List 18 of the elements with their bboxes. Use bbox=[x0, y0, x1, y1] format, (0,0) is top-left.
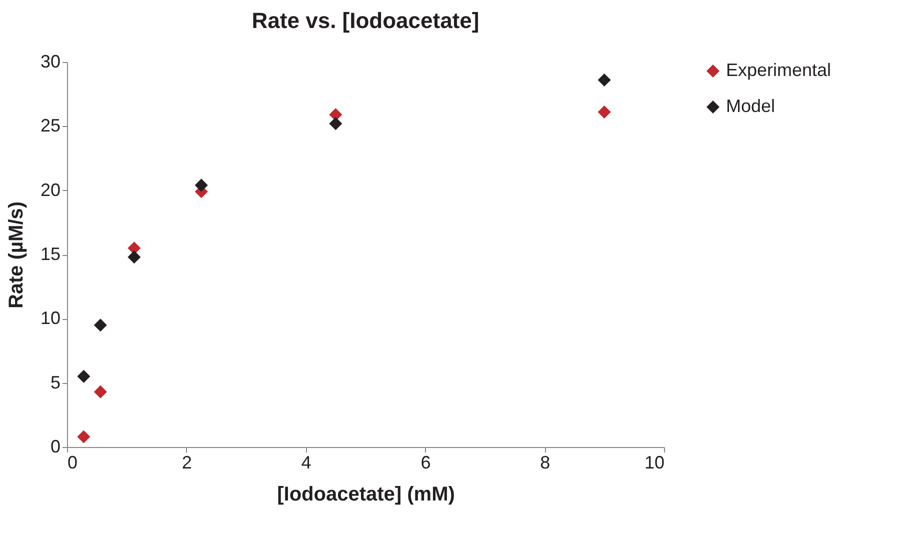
legend-label: Model bbox=[726, 96, 776, 116]
x-tick-label: 4 bbox=[301, 452, 312, 472]
y-tick-label: 10 bbox=[40, 308, 60, 328]
y-tick-label: 20 bbox=[40, 180, 60, 200]
x-tick-label: 10 bbox=[644, 452, 664, 472]
chart-title: Rate vs. [Iodoacetate] bbox=[252, 8, 480, 33]
y-axis-title: Rate (µM/s) bbox=[5, 201, 28, 309]
x-axis-title: [Iodoacetate] (mM) bbox=[277, 484, 455, 506]
y-tick-label: 30 bbox=[40, 52, 60, 72]
y-tick-label: 5 bbox=[50, 372, 60, 392]
x-tick-label: 2 bbox=[182, 452, 192, 472]
x-tick-label: 6 bbox=[420, 452, 431, 472]
legend-label: Experimental bbox=[726, 60, 832, 80]
x-tick-label: 8 bbox=[540, 452, 550, 472]
y-tick-label: 15 bbox=[40, 244, 60, 264]
x-tick-label: 0 bbox=[68, 452, 78, 472]
y-tick-label: 25 bbox=[40, 116, 60, 136]
y-tick-label: 0 bbox=[50, 436, 60, 456]
